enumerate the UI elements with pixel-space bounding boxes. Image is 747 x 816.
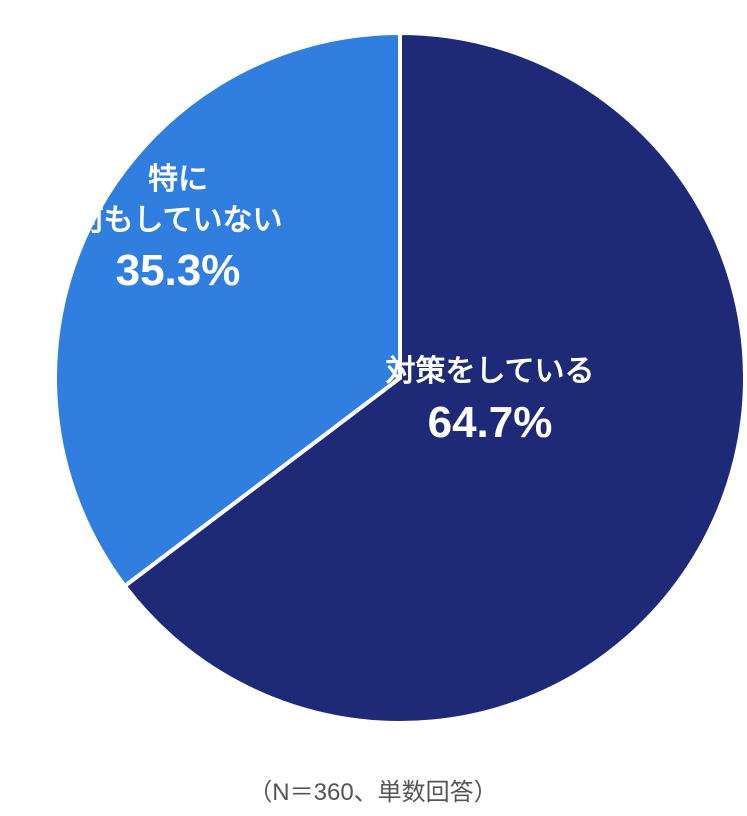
slice-label-line: 何もしていない <box>73 201 282 242</box>
slice-pct: 35.3% <box>73 241 282 300</box>
slice-label-line: 対策をしている <box>385 352 594 393</box>
pie-chart: 対策をしている 64.7% 特に 何もしていない 35.3% （N＝360、単数… <box>0 0 747 816</box>
slice-label-doing-nothing: 特に 何もしていない 35.3% <box>73 160 282 300</box>
slice-pct: 64.7% <box>385 393 594 452</box>
caption-text: （N＝360、単数回答） <box>248 779 497 806</box>
pie-svg <box>0 0 747 816</box>
chart-caption: （N＝360、単数回答） <box>248 772 497 807</box>
slice-label-line: 特に <box>73 160 282 201</box>
slice-label-taking-measures: 対策をしている 64.7% <box>385 352 594 452</box>
